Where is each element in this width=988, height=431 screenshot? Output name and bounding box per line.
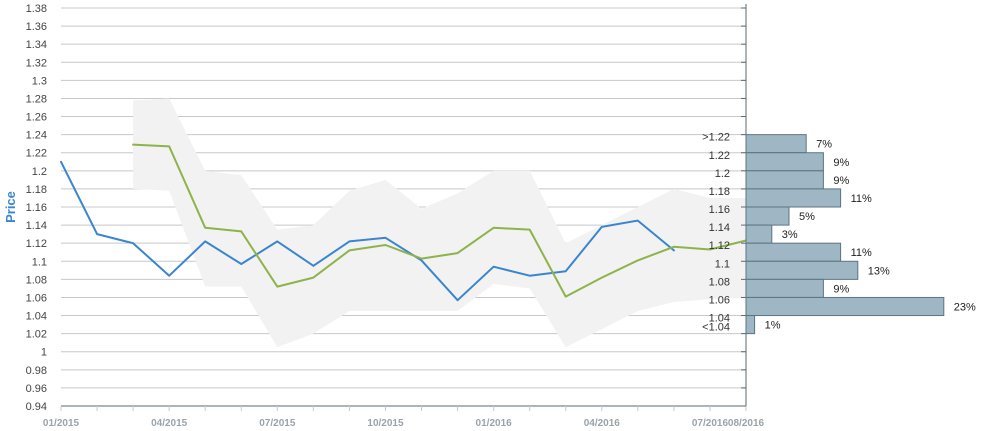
distribution-percent-label: 9% [833, 283, 849, 295]
distribution-percent-label: 11% [851, 193, 872, 205]
distribution-percent-label: 5% [799, 211, 815, 223]
distribution-bin-label: 1.16 [709, 204, 730, 216]
distribution-percent-label: 9% [833, 175, 849, 187]
distribution-bin-label: 1.18 [709, 186, 730, 198]
y-tick-label: 0.94 [26, 401, 47, 413]
distribution-bar [745, 315, 756, 335]
y-tick-label: 1.22 [26, 148, 47, 160]
distribution-bar [745, 134, 807, 154]
distribution-percent-label: 1% [765, 320, 781, 332]
distribution-bar [745, 206, 790, 226]
x-tick-label: 07/2015 [259, 418, 296, 429]
x-tick-label: 01/2016 [476, 418, 513, 429]
series-line-forecast [132, 143, 747, 298]
distribution-percent-label: 13% [868, 265, 890, 277]
distribution-bar [745, 296, 945, 317]
distribution-bar [745, 260, 859, 280]
y-tick-label: 1.12 [26, 238, 47, 250]
distribution-bin-label: 1.22 [709, 150, 730, 162]
distribution-percent-label: 23% [954, 302, 976, 314]
distribution-histogram: >1.22 7% 1.22 9% 1.2 9% 1.18 11% 1.16 5% 1.14 3% 1.1… [702, 132, 976, 335]
series-lines [60, 143, 747, 302]
distribution-bin-label: 1.1 [715, 258, 730, 270]
y-tick-label: 1.1 [32, 256, 47, 268]
distribution-bin-label: >1.22 [702, 132, 730, 144]
x-tick-label: 07/2016 [692, 418, 729, 429]
distribution-bar [745, 224, 773, 244]
x-tick-label: 04/2015 [151, 418, 188, 429]
distribution-percent-label: 9% [833, 157, 849, 169]
grid-lines [61, 7, 746, 407]
y-tick-label: 1.38 [26, 3, 47, 15]
y-tick-label: 1.24 [26, 130, 47, 142]
y-tick-labels: 0.94 0.96 0.98 1 1.02 1.04 1.06 1.08 1.1 1.12 1.14… [26, 3, 47, 413]
series-line-actual [60, 160, 675, 302]
distribution-bin-label: 1.12 [709, 240, 730, 252]
distribution-bin-label: 1.06 [709, 295, 730, 307]
y-tick-label: 0.98 [26, 365, 47, 377]
x-tick-label: 01/2015 [43, 418, 80, 429]
y-tick-label: 1.08 [26, 274, 47, 286]
y-tick-label: 1.36 [26, 21, 47, 33]
distribution-percent-label: 7% [816, 139, 832, 151]
distribution-bin-label: 1.08 [709, 276, 730, 288]
x-tick-label: 04/2016 [584, 418, 621, 429]
distribution-percent-label: 11% [851, 247, 872, 259]
y-tick-label: 1.14 [26, 220, 47, 232]
y-tick-label: 1.16 [26, 202, 47, 214]
distribution-bar [745, 242, 842, 262]
y-tick-label: 1 [41, 347, 47, 359]
y-tick-label: 1.34 [26, 39, 47, 51]
forecast-band [133, 98, 747, 348]
y-tick-label: 1.06 [26, 292, 47, 304]
forecast-confidence-band [133, 98, 747, 348]
y-tick-label: 0.96 [26, 383, 47, 395]
distribution-bin-label: <1.04 [702, 322, 730, 334]
distribution-bar [745, 278, 824, 298]
y-tick-label: 1.26 [26, 112, 47, 124]
y-tick-label: 1.18 [26, 184, 47, 196]
distribution-bin-label: 1.2 [715, 168, 730, 180]
x-tick-labels: 01/2015 04/2015 07/2015 10/2015 01/2016 04/20… [43, 418, 765, 429]
x-tick-label: 08/2016 [728, 418, 765, 429]
y-tick-label: 1.02 [26, 329, 47, 341]
y-tick-label: 1.2 [32, 166, 47, 178]
x-tick-label: 10/2015 [367, 418, 404, 429]
y-tick-label: 1.28 [26, 93, 47, 105]
distribution-percent-label: 3% [782, 229, 798, 241]
distribution-bar [745, 152, 824, 172]
y-tick-label: 1.32 [26, 57, 47, 69]
distribution-bar [745, 188, 842, 208]
y-tick-label: 1.3 [32, 75, 47, 87]
distribution-bar [745, 170, 824, 190]
distribution-bin-label: 1.14 [709, 222, 730, 234]
distribution-bin-label: 1.04 [709, 313, 730, 325]
y-tick-label: 1.04 [26, 311, 47, 323]
y-axis-title: Price [3, 191, 18, 223]
